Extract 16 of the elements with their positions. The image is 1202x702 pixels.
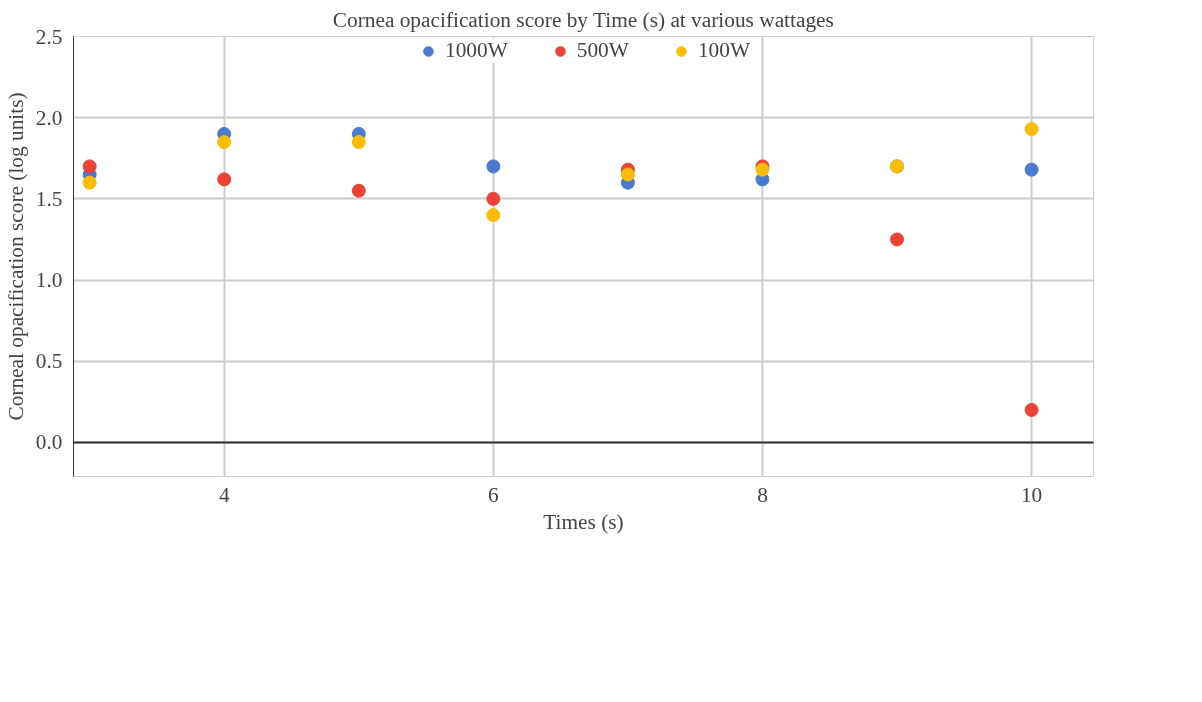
x-tick-label: 4 — [218, 482, 230, 507]
y-tick-label: 2.0 — [35, 105, 63, 130]
y-tick-label: 0.0 — [35, 430, 63, 455]
x-tick-label: 10 — [1020, 482, 1043, 507]
y-tick-label: 1.5 — [35, 186, 63, 211]
x-axis-title: Times (s) — [543, 509, 624, 534]
y-tick-label: 2.5 — [35, 24, 63, 49]
x-tick-label: 8 — [757, 482, 768, 507]
legend-label: 1000W — [444, 38, 508, 63]
legend-label: 500W — [576, 38, 629, 63]
y-tick-label: 1.0 — [35, 268, 63, 293]
x-tick-label: 6 — [488, 482, 500, 507]
y-tick-label: 0.5 — [35, 349, 63, 374]
chart-title: Cornea opacification score by Time (s) at various wattages — [332, 7, 834, 32]
y-axis-title: Corneal opacification score (log units) — [3, 92, 28, 421]
legend-label: 100W — [697, 38, 751, 63]
